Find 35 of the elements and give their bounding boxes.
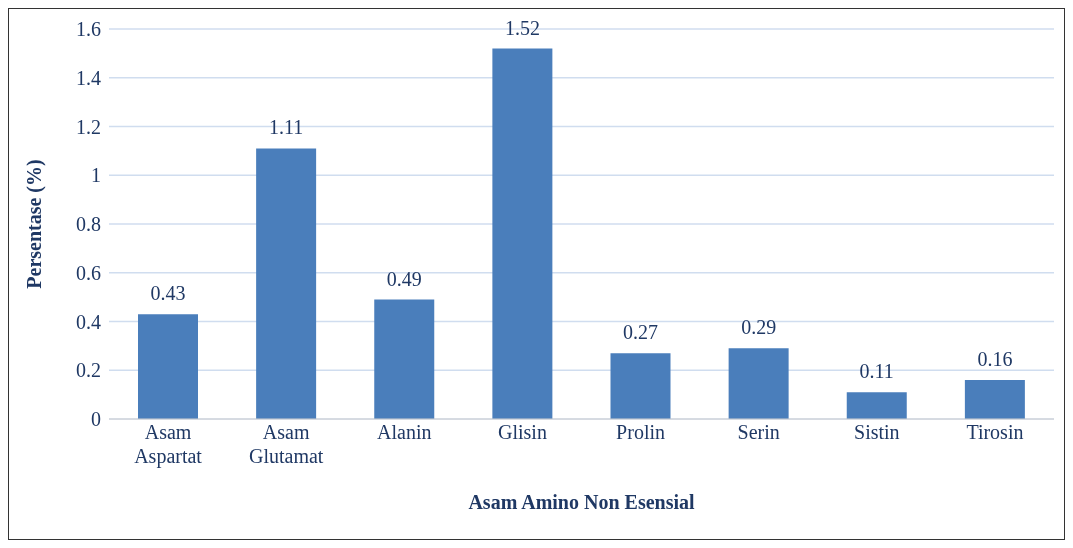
y-axis-title: Persentase (%) [23, 159, 47, 289]
y-tick-label: 1.4 [76, 66, 101, 89]
y-tick-label: 0.6 [76, 261, 101, 284]
data-label: 1.52 [504, 16, 540, 39]
bar [492, 48, 553, 419]
data-label: 0.16 [977, 348, 1013, 370]
x-tick-label: Alanin [377, 421, 432, 443]
y-tick-label: 1 [91, 164, 101, 187]
bar [374, 299, 435, 419]
y-tick-label: 0.2 [76, 359, 101, 382]
y-tick-label: 1.2 [76, 115, 101, 138]
bar [610, 353, 671, 419]
y-tick-label: 0 [91, 408, 101, 431]
x-tick-label: Asam Glutamat [248, 421, 324, 467]
x-axis-title: Asam Amino Non Esensial [468, 491, 696, 513]
x-tick-label: Sistin [854, 421, 900, 443]
data-label: 0.43 [150, 282, 186, 305]
x-tick-label: Prolin [616, 421, 666, 443]
bar [846, 392, 907, 419]
data-label: 0.29 [741, 316, 777, 339]
bar [728, 348, 789, 419]
data-label: 0.49 [386, 267, 422, 290]
y-tick-label: 0.8 [76, 213, 101, 236]
y-tick-label: 0.4 [76, 310, 101, 333]
bar [138, 314, 198, 419]
data-label: 1.11 [268, 116, 304, 139]
x-tick-label: Serin [737, 421, 780, 443]
bar [256, 148, 317, 419]
data-label: 0.27 [623, 321, 658, 344]
x-tick-label: Asam Aspartat [134, 421, 203, 468]
y-tick-label: 1.6 [76, 18, 101, 41]
bar [964, 380, 1025, 419]
x-tick-label: Tirosin [966, 421, 1024, 443]
x-tick-label: Glisin [497, 421, 547, 443]
data-label: 0.11 [859, 360, 894, 383]
